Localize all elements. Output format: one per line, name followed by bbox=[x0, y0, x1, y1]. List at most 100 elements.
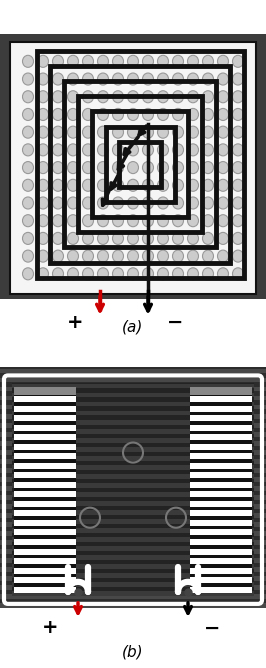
Bar bbox=[0, 396, 266, 400]
Bar bbox=[14, 454, 76, 460]
Circle shape bbox=[68, 179, 78, 191]
Circle shape bbox=[232, 108, 243, 120]
Circle shape bbox=[23, 197, 34, 209]
Circle shape bbox=[218, 55, 228, 67]
Bar bbox=[12, 564, 254, 569]
Circle shape bbox=[218, 268, 228, 280]
Circle shape bbox=[188, 162, 198, 174]
Bar bbox=[14, 536, 76, 539]
Bar bbox=[14, 577, 76, 583]
Circle shape bbox=[82, 144, 94, 156]
Bar bbox=[12, 510, 254, 514]
Bar bbox=[190, 507, 252, 510]
Bar bbox=[14, 568, 76, 574]
Bar bbox=[12, 429, 254, 434]
Circle shape bbox=[98, 250, 109, 262]
Bar bbox=[0, 441, 266, 446]
Circle shape bbox=[38, 91, 48, 103]
Circle shape bbox=[143, 214, 153, 226]
Circle shape bbox=[127, 214, 139, 226]
Circle shape bbox=[202, 108, 214, 120]
Bar bbox=[14, 415, 76, 422]
Bar bbox=[190, 488, 252, 492]
Circle shape bbox=[157, 214, 168, 226]
Circle shape bbox=[143, 126, 153, 138]
Bar bbox=[0, 369, 266, 373]
Circle shape bbox=[68, 126, 78, 138]
Circle shape bbox=[218, 126, 228, 138]
Circle shape bbox=[232, 144, 243, 156]
Bar bbox=[12, 483, 254, 488]
Circle shape bbox=[127, 108, 139, 120]
Circle shape bbox=[157, 232, 168, 244]
Circle shape bbox=[188, 55, 198, 67]
Circle shape bbox=[113, 108, 123, 120]
Bar bbox=[14, 396, 76, 402]
Bar bbox=[12, 492, 254, 496]
Bar bbox=[190, 422, 252, 425]
Text: (b): (b) bbox=[122, 645, 144, 660]
Bar bbox=[12, 537, 254, 542]
Circle shape bbox=[68, 73, 78, 85]
Bar bbox=[14, 431, 76, 434]
Bar bbox=[190, 387, 252, 393]
Circle shape bbox=[113, 214, 123, 226]
Circle shape bbox=[188, 197, 198, 209]
Bar bbox=[14, 574, 76, 577]
Circle shape bbox=[98, 197, 109, 209]
Circle shape bbox=[202, 197, 214, 209]
Circle shape bbox=[232, 232, 243, 244]
Bar bbox=[0, 34, 266, 299]
Circle shape bbox=[218, 144, 228, 156]
Bar bbox=[0, 576, 266, 580]
Bar bbox=[14, 492, 76, 498]
Circle shape bbox=[172, 197, 184, 209]
Bar bbox=[0, 549, 266, 554]
Circle shape bbox=[113, 250, 123, 262]
Circle shape bbox=[188, 179, 198, 191]
Circle shape bbox=[98, 268, 109, 280]
Bar bbox=[12, 582, 254, 587]
Circle shape bbox=[157, 55, 168, 67]
Bar bbox=[14, 463, 76, 469]
Bar bbox=[12, 465, 254, 470]
Bar bbox=[14, 434, 76, 440]
Circle shape bbox=[98, 55, 109, 67]
Circle shape bbox=[172, 232, 184, 244]
Circle shape bbox=[82, 91, 94, 103]
Circle shape bbox=[68, 197, 78, 209]
Bar bbox=[14, 472, 76, 478]
Circle shape bbox=[38, 144, 48, 156]
Circle shape bbox=[127, 91, 139, 103]
Circle shape bbox=[98, 214, 109, 226]
Circle shape bbox=[68, 232, 78, 244]
Circle shape bbox=[157, 179, 168, 191]
Bar bbox=[50, 66, 230, 263]
Circle shape bbox=[38, 55, 48, 67]
Circle shape bbox=[82, 126, 94, 138]
Circle shape bbox=[232, 250, 243, 262]
Circle shape bbox=[68, 108, 78, 120]
Bar bbox=[190, 450, 252, 454]
Bar bbox=[0, 468, 266, 473]
Bar bbox=[190, 402, 252, 405]
Bar bbox=[14, 583, 76, 587]
Bar bbox=[190, 405, 252, 411]
Circle shape bbox=[143, 250, 153, 262]
Circle shape bbox=[218, 250, 228, 262]
Bar bbox=[14, 450, 76, 454]
Circle shape bbox=[188, 268, 198, 280]
Circle shape bbox=[98, 162, 109, 174]
Circle shape bbox=[23, 162, 34, 174]
Circle shape bbox=[52, 126, 64, 138]
Circle shape bbox=[23, 91, 34, 103]
Circle shape bbox=[202, 179, 214, 191]
Circle shape bbox=[232, 162, 243, 174]
Circle shape bbox=[82, 250, 94, 262]
Bar bbox=[0, 486, 266, 490]
Circle shape bbox=[113, 197, 123, 209]
Bar bbox=[0, 378, 266, 382]
Circle shape bbox=[82, 73, 94, 85]
Circle shape bbox=[113, 268, 123, 280]
Bar bbox=[190, 564, 252, 568]
